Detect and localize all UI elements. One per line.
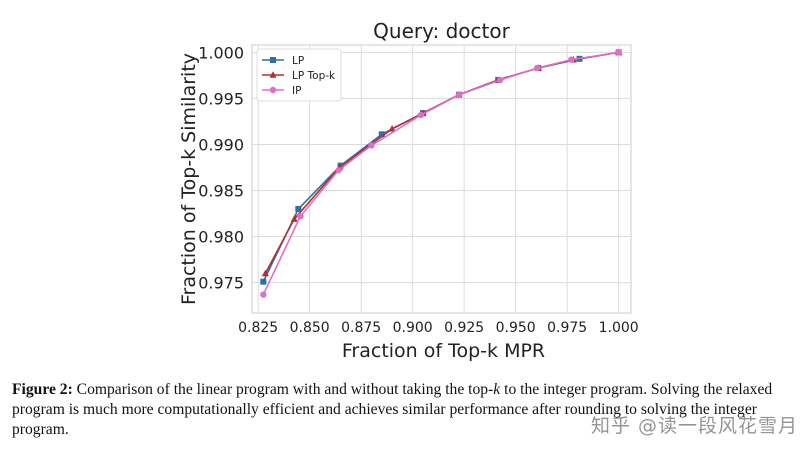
legend-marker-ip	[269, 86, 277, 94]
series-ip	[260, 49, 622, 298]
legend-label-lp-top-k: LP Top-k	[292, 70, 336, 82]
point-ip	[497, 76, 504, 84]
point-ip	[368, 142, 375, 149]
point-lp	[260, 278, 267, 285]
figure-caption: Figure 2: Comparison of the linear progr…	[12, 380, 804, 440]
point-ip	[615, 49, 622, 56]
point-lp	[295, 205, 302, 212]
caption-label: Figure 2:	[12, 381, 73, 398]
point-ip	[335, 167, 342, 174]
point-lp-top-k	[290, 215, 298, 222]
watermark: 知乎 @读一段风花雪月	[590, 415, 798, 437]
chart-title: Query: doctor	[373, 19, 510, 43]
point-ip	[534, 64, 541, 72]
caption-text-1: Comparison of the linear program with an…	[72, 381, 494, 398]
caption-k: k	[493, 381, 501, 398]
series-line-ip	[262, 51, 619, 295]
legend-label-lp: LP	[292, 55, 304, 67]
x-tick-label: 0.900	[393, 320, 433, 336]
legend: LP LP Top-k IP	[256, 48, 342, 102]
point-ip	[297, 213, 304, 220]
x-tick-label: 0.825	[238, 320, 278, 336]
legend-label-ip: IP	[292, 85, 301, 97]
y-tick-label: 0.975	[198, 274, 244, 293]
x-tick-label: 0.925	[444, 320, 484, 336]
y-tick-label: 0.995	[198, 89, 244, 108]
axes: 0.825 0.850 0.875 0.900 0.925 0.950 0.975 1.000…	[178, 19, 639, 362]
y-tick-label: 1.000	[198, 43, 244, 62]
point-ip	[455, 91, 463, 98]
x-tick-label: 0.975	[547, 320, 587, 336]
y-tick-label: 0.985	[198, 182, 244, 201]
legend-marker-lp-top-k	[269, 71, 277, 78]
series-layer	[260, 48, 623, 298]
x-tick-label: 0.875	[341, 320, 381, 336]
point-ip	[417, 111, 425, 119]
y-tick-label: 0.990	[198, 135, 244, 154]
x-tick-label: 0.850	[290, 320, 330, 336]
legend-box	[256, 48, 342, 102]
legend-marker-lp	[270, 57, 276, 63]
point-lp	[378, 131, 385, 138]
point-lp-top-k	[388, 125, 396, 132]
point-ip	[568, 56, 575, 63]
chart: 0.825 0.850 0.875 0.900 0.925 0.950 0.975 1.000…	[178, 19, 639, 362]
x-tick-label: 0.950	[496, 320, 536, 336]
x-tick-label: 1.000	[599, 320, 639, 336]
x-axis-label: Fraction of Top-k MPR	[342, 340, 545, 362]
y-axis-label: Fraction of Top-k Similarity	[178, 53, 200, 305]
point-lp-top-k	[261, 269, 269, 277]
caption-text-2: to the integer program. Solving the rela…	[12, 381, 773, 438]
point-ip	[260, 291, 267, 298]
y-tick-label: 0.980	[198, 228, 244, 247]
